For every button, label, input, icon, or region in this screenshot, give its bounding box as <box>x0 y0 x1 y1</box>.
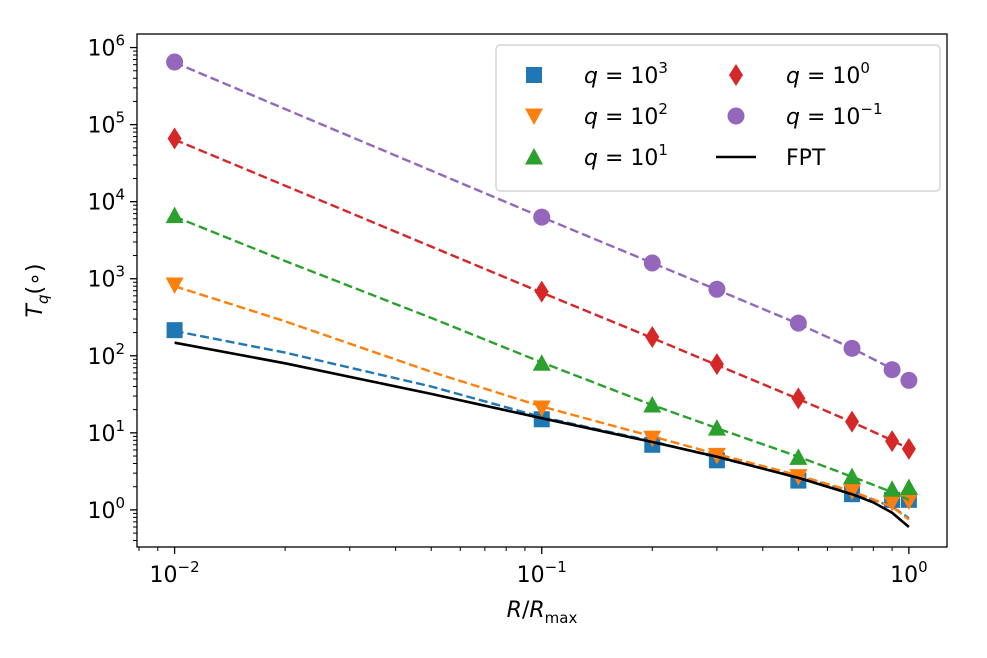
legend: q = 103 q = 102 q = 101 q = 100 q = 10−1 FPT <box>495 44 941 192</box>
legend-label-2: q = 101 <box>584 141 668 171</box>
series-2-point-2 <box>643 395 662 413</box>
series-1-point-0 <box>165 277 184 294</box>
series-4-point-5 <box>843 339 861 357</box>
series-3-point-3 <box>709 353 724 376</box>
series-2 <box>165 206 918 501</box>
legend-marker-4 <box>727 107 745 125</box>
x-tick-label-1: 10−1 <box>517 558 567 588</box>
series-3 <box>167 127 916 460</box>
legend-label-0: q = 103 <box>584 59 668 89</box>
legend-marker-0 <box>526 67 542 83</box>
series-3-point-5 <box>845 410 860 433</box>
y-tick-label-5: 105 <box>87 109 125 139</box>
legend-box <box>495 44 941 192</box>
series-4-point-0 <box>166 53 184 71</box>
legend-entry-1: q = 102 <box>525 100 668 130</box>
series-2-point-6 <box>883 480 902 497</box>
y-axis-label: Tq(∘) <box>23 264 52 318</box>
legend-entry-4: q = 10−1 <box>727 100 883 130</box>
y-tick-label-1: 101 <box>87 417 125 447</box>
series-3-point-7 <box>901 437 916 460</box>
legend-label-3: q = 100 <box>786 59 870 89</box>
series-2-fit-line <box>174 215 910 501</box>
series-1-point-2 <box>643 430 662 448</box>
series-4-point-4 <box>789 314 807 332</box>
series-layer <box>165 53 918 528</box>
series-4-point-1 <box>533 208 551 226</box>
series-2-point-7 <box>899 478 918 496</box>
series-3-point-1 <box>534 280 549 303</box>
legend-marker-1 <box>525 108 543 125</box>
y-tick-label-6: 106 <box>87 32 125 62</box>
series-4-point-7 <box>900 371 918 389</box>
series-2-point-1 <box>532 354 551 371</box>
series-3-point-2 <box>645 326 660 349</box>
legend-label-5: FPT <box>786 146 826 171</box>
fpt-line <box>174 341 910 528</box>
x-axis-label: R/Rmax <box>507 598 578 627</box>
series-2-point-5 <box>843 467 862 485</box>
legend-marker-3 <box>729 64 743 86</box>
series-2-point-0 <box>165 206 184 224</box>
series-3-point-0 <box>167 127 182 150</box>
series-1-point-1 <box>532 400 551 418</box>
y-tick-label-2: 102 <box>87 340 125 370</box>
series-1-fit-line <box>174 285 910 521</box>
series-5 <box>174 341 910 528</box>
legend-entry-5: FPT <box>716 146 826 171</box>
axis-ticks: 10−2 10−1 100 100 101 102 103 104 105 106 <box>87 32 927 588</box>
legend-entry-0: q = 103 <box>526 59 668 89</box>
series-3-point-6 <box>885 430 900 453</box>
series-2-point-3 <box>707 419 726 436</box>
series-2-point-4 <box>789 448 808 465</box>
series-3-point-4 <box>791 387 806 410</box>
series-3-fit-line <box>174 138 910 450</box>
series-1 <box>165 277 918 521</box>
legend-entry-3: q = 100 <box>729 59 870 89</box>
series-4-point-3 <box>708 280 726 298</box>
y-tick-label-3: 103 <box>87 263 125 293</box>
series-1-point-6 <box>883 494 902 512</box>
series-4-point-6 <box>883 361 901 379</box>
x-tick-label-2: 100 <box>890 558 928 588</box>
legend-entry-2: q = 101 <box>525 141 668 171</box>
legend-label-1: q = 102 <box>584 100 668 130</box>
series-4-point-2 <box>643 254 661 272</box>
x-tick-label-0: 10−2 <box>150 558 200 588</box>
axis-labels: R/Rmax Tq(∘) <box>23 264 577 627</box>
legend-marker-2 <box>525 148 543 165</box>
y-tick-label-4: 104 <box>87 186 125 216</box>
legend-label-4: q = 10−1 <box>786 100 883 130</box>
y-tick-label-0: 100 <box>87 494 125 524</box>
series-1-point-5 <box>843 483 862 501</box>
series-4 <box>166 53 918 389</box>
series-0-point-0 <box>166 322 183 339</box>
